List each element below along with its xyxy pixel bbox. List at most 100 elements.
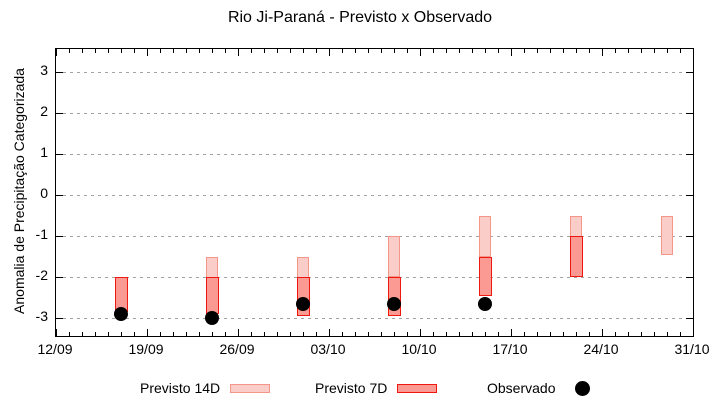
observed-dot <box>205 311 219 325</box>
x-minor-tick <box>69 332 70 336</box>
x-minor-tick <box>186 332 187 336</box>
x-minor-tick-top <box>563 49 564 53</box>
x-minor-tick-top <box>108 49 109 53</box>
x-minor-tick <box>537 332 538 336</box>
x-tick-label: 12/09 <box>37 341 73 357</box>
x-major-tick <box>420 329 421 336</box>
x-minor-tick <box>459 332 460 336</box>
legend-label-observado: Observado <box>487 380 556 396</box>
x-major-tick <box>147 329 148 336</box>
y-tick-left <box>56 318 63 319</box>
x-minor-tick-top <box>615 49 616 53</box>
x-minor-tick-top <box>212 49 213 53</box>
x-minor-tick-top <box>342 49 343 53</box>
y-tick-right <box>686 318 693 319</box>
x-major-tick <box>56 329 57 336</box>
observed-dot <box>114 307 128 321</box>
x-major-tick <box>238 329 239 336</box>
x-minor-tick <box>108 332 109 336</box>
x-minor-tick <box>628 332 629 336</box>
x-minor-tick-top <box>251 49 252 53</box>
y-tick-left <box>56 236 63 237</box>
x-major-tick-top <box>56 49 57 56</box>
x-minor-tick-top <box>95 49 96 53</box>
y-tick-label: 3 <box>40 62 48 78</box>
x-minor-tick-top <box>459 49 460 53</box>
y-tick-label: -1 <box>35 226 48 242</box>
y-tick-label: 0 <box>40 185 48 201</box>
y-tick-label: -3 <box>35 308 48 324</box>
observado-dot-icon <box>575 380 591 396</box>
x-minor-tick-top <box>472 49 473 53</box>
x-minor-tick <box>563 332 564 336</box>
x-minor-tick-top <box>82 49 83 53</box>
x-minor-tick-top <box>355 49 356 53</box>
x-minor-tick-top <box>485 49 486 53</box>
x-minor-tick-top <box>550 49 551 53</box>
legend-item-observado: Observado <box>487 379 591 397</box>
x-minor-tick <box>589 332 590 336</box>
x-minor-tick-top <box>589 49 590 53</box>
y-tick-right <box>686 195 693 196</box>
x-minor-tick <box>251 332 252 336</box>
x-major-tick-top <box>238 49 239 56</box>
x-minor-tick <box>264 332 265 336</box>
previsto-7d-swatch-icon <box>397 383 438 393</box>
y-tick-left <box>56 277 63 278</box>
forecast-14d-bar <box>570 216 582 237</box>
x-major-tick <box>329 329 330 336</box>
forecast-14d-bar <box>388 236 400 277</box>
x-minor-tick <box>680 332 681 336</box>
x-minor-tick-top <box>667 49 668 53</box>
x-minor-tick <box>290 332 291 336</box>
x-minor-tick-top <box>290 49 291 53</box>
y-tick-label: -2 <box>35 267 48 283</box>
y-gridline <box>56 113 693 114</box>
y-tick-label: 2 <box>40 103 48 119</box>
y-tick-right <box>686 236 693 237</box>
y-tick-right <box>686 113 693 114</box>
x-minor-tick <box>199 332 200 336</box>
x-minor-tick <box>615 332 616 336</box>
x-minor-tick-top <box>537 49 538 53</box>
previsto-14d-swatch-icon <box>230 383 271 393</box>
x-tick-label: 19/09 <box>128 341 164 357</box>
forecast-14d-bar <box>479 216 491 257</box>
x-tick-label: 17/10 <box>492 341 528 357</box>
x-minor-tick-top <box>368 49 369 53</box>
x-minor-tick-top <box>316 49 317 53</box>
x-minor-tick <box>654 332 655 336</box>
x-minor-tick <box>472 332 473 336</box>
x-minor-tick <box>121 332 122 336</box>
x-minor-tick <box>368 332 369 336</box>
x-tick-label: 03/10 <box>310 341 346 357</box>
x-minor-tick <box>407 332 408 336</box>
x-minor-tick-top <box>173 49 174 53</box>
x-minor-tick <box>355 332 356 336</box>
y-gridline <box>56 154 693 155</box>
x-major-tick <box>602 329 603 336</box>
observed-dot <box>387 297 401 311</box>
x-minor-tick <box>173 332 174 336</box>
x-minor-tick <box>95 332 96 336</box>
x-major-tick-top <box>329 49 330 56</box>
x-minor-tick-top <box>121 49 122 53</box>
x-minor-tick-top <box>160 49 161 53</box>
x-minor-tick <box>550 332 551 336</box>
y-tick-left <box>56 154 63 155</box>
x-minor-tick <box>381 332 382 336</box>
x-minor-tick-top <box>628 49 629 53</box>
x-tick-label: 26/09 <box>219 341 255 357</box>
observed-dot <box>296 297 310 311</box>
x-minor-tick-top <box>381 49 382 53</box>
y-tick-right <box>686 154 693 155</box>
y-tick-right <box>686 277 693 278</box>
x-tick-label: 24/10 <box>583 341 619 357</box>
x-major-tick-top <box>602 49 603 56</box>
plot-area <box>55 48 694 337</box>
x-minor-tick <box>498 332 499 336</box>
x-minor-tick <box>316 332 317 336</box>
y-gridline <box>56 195 693 196</box>
x-minor-tick-top <box>433 49 434 53</box>
x-minor-tick-top <box>199 49 200 53</box>
